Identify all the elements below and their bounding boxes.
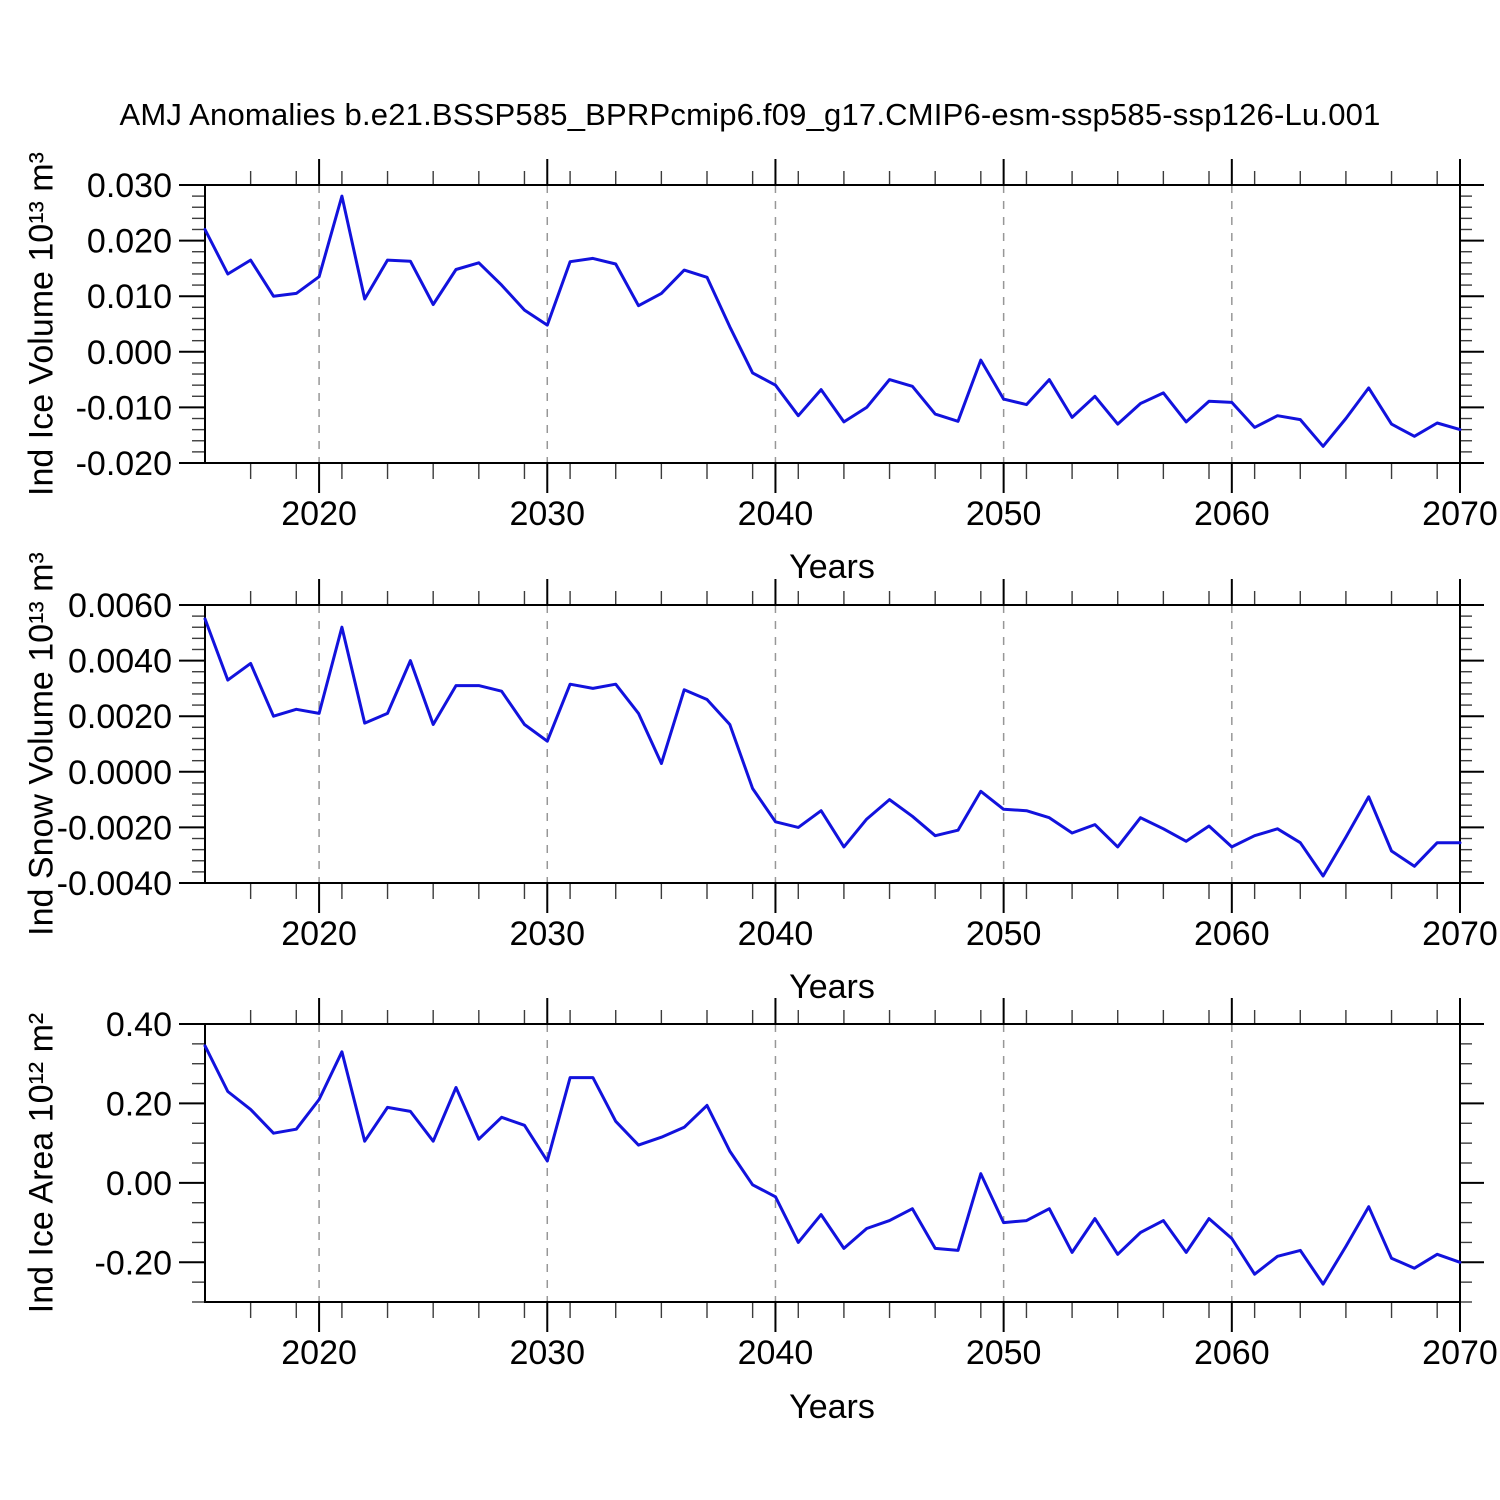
x-axis-title-panel1: Years xyxy=(789,548,875,586)
y-tick-label: 0.40 xyxy=(106,1006,172,1044)
x-tick-label: 2020 xyxy=(281,495,357,533)
x-axis-title-panel2: Years xyxy=(789,968,875,1006)
x-tick-label: 2050 xyxy=(966,1334,1042,1372)
x-tick-label: 2050 xyxy=(966,495,1042,533)
panel-ind-ice-area: 0.40 0.20 0.00 -0.20 2020 2030 2040 2050 2060 207… xyxy=(95,998,1498,1372)
x-tick-label: 2060 xyxy=(1194,495,1270,533)
x-tick-label: 2030 xyxy=(509,1334,585,1372)
x-tick-label: 2070 xyxy=(1422,495,1498,533)
x-axis-title-panel3: Years xyxy=(789,1388,875,1426)
y-tick-label: 0.0020 xyxy=(68,698,172,736)
y-tick-label: -0.0020 xyxy=(57,809,172,847)
x-tick-label: 2030 xyxy=(509,915,585,953)
x-tick-label: 2020 xyxy=(281,1334,357,1372)
x-tick-label: 2070 xyxy=(1422,1334,1498,1372)
ind-ice-area-line xyxy=(203,1044,1462,1286)
ind-ice-volume-line xyxy=(203,194,1462,448)
y-tick-label: 0.0000 xyxy=(68,754,172,792)
x-tick-label: 2040 xyxy=(738,495,814,533)
chart-title: AMJ Anomalies b.e21.BSSP585_BPRPcmip6.f0… xyxy=(119,97,1381,132)
y-tick-label: 0.00 xyxy=(106,1165,172,1203)
y-tick-label: 0.20 xyxy=(106,1085,172,1123)
y-tick-label: -0.20 xyxy=(95,1244,173,1282)
x-tick-label: 2060 xyxy=(1194,1334,1270,1372)
panel-ind-ice-volume: 0.030 0.020 0.010 0.000 -0.010 -0.020 2020 2030… xyxy=(76,159,1498,533)
y-tick-label: 0.010 xyxy=(87,278,172,316)
x-tick-label: 2020 xyxy=(281,915,357,953)
y-tick-label: 0.030 xyxy=(87,167,172,205)
x-tick-label: 2040 xyxy=(738,915,814,953)
y-tick-label: -0.010 xyxy=(76,389,172,427)
x-tick-label: 2060 xyxy=(1194,915,1270,953)
y-tick-label: -0.0040 xyxy=(57,865,172,903)
x-tick-label: 2040 xyxy=(738,1334,814,1372)
x-tick-label: 2050 xyxy=(966,915,1042,953)
ind-snow-volume-line xyxy=(203,617,1462,878)
y-tick-label: 0.0060 xyxy=(68,587,172,625)
y-tick-label: 0.0040 xyxy=(68,643,172,681)
x-tick-label: 2070 xyxy=(1422,915,1498,953)
y-tick-label: 0.020 xyxy=(87,223,172,261)
x-tick-label: 2030 xyxy=(509,495,585,533)
panel-ind-snow-volume: 0.0060 0.0040 0.0020 0.0000 -0.0020 -0.0040 20… xyxy=(57,579,1498,953)
y-tick-label: 0.000 xyxy=(87,334,172,372)
y-tick-label: -0.020 xyxy=(76,445,172,483)
